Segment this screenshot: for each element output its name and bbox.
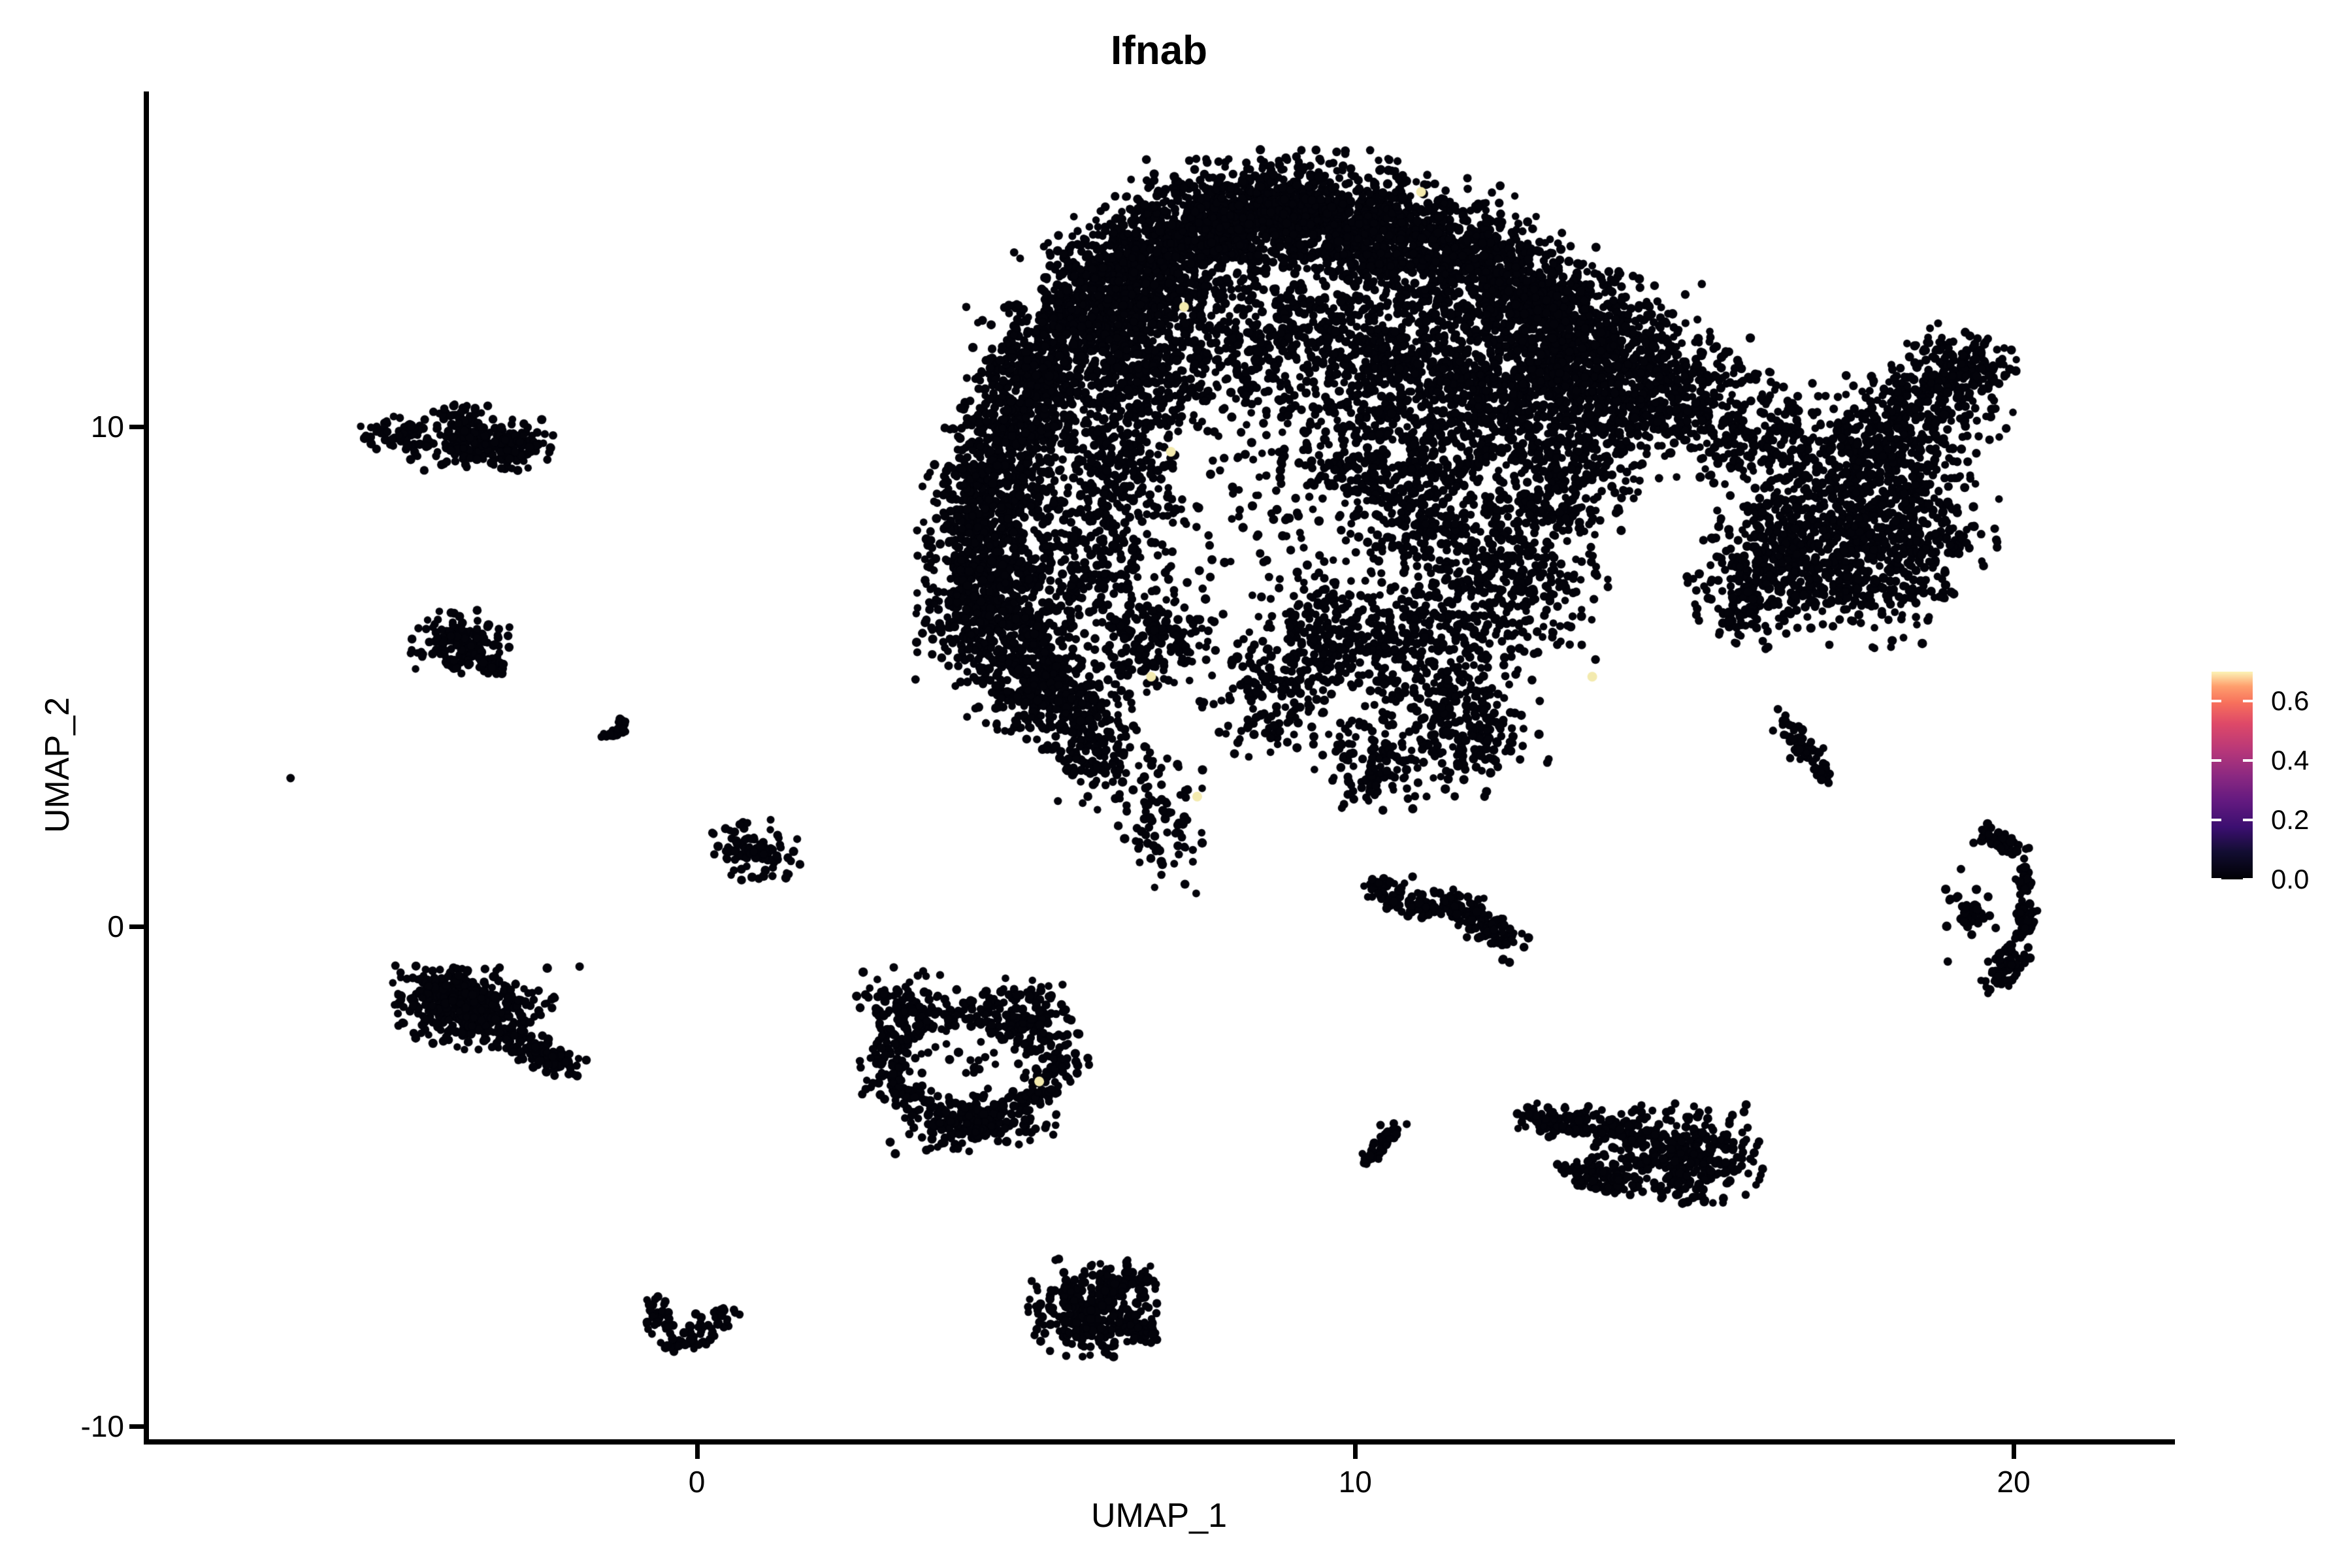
scatter-canvas	[0, 0, 2352, 1568]
umap-feature-plot: Ifnab UMAP_1 UMAP_2 0 10 20 10 0 -10 0.6 0.4 0.…	[0, 0, 2352, 1568]
